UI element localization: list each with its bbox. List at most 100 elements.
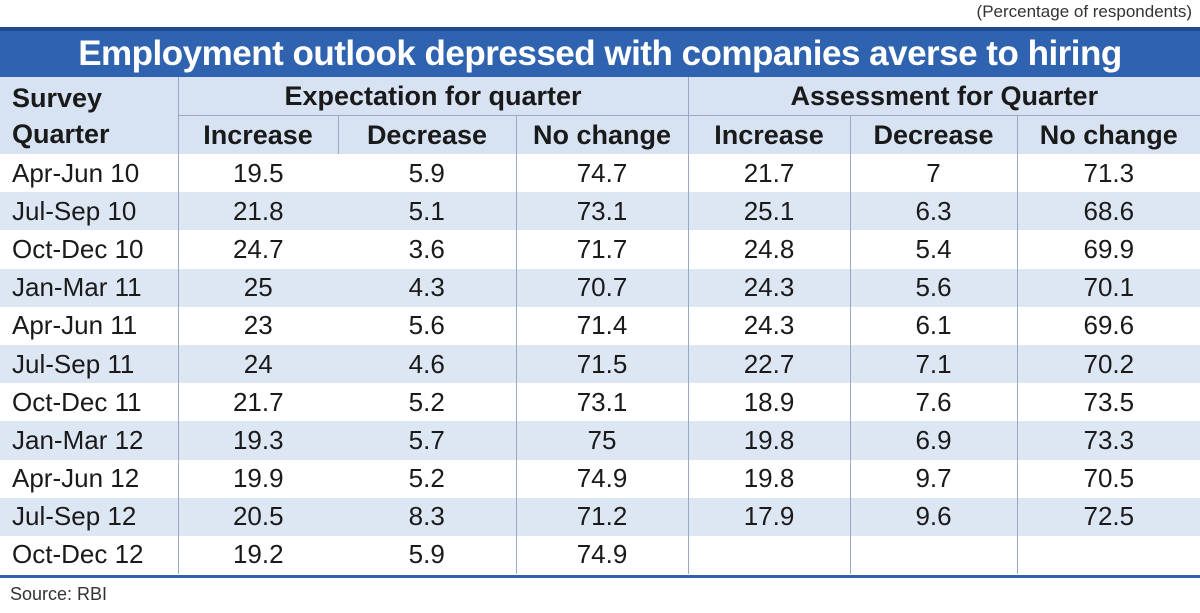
cell-exp-increase: 23 bbox=[178, 306, 338, 345]
cell-ass-increase: 19.8 bbox=[688, 459, 851, 498]
cell-ass-increase: 25.1 bbox=[688, 192, 851, 231]
cell-exp-decrease: 4.6 bbox=[338, 344, 517, 384]
cell-exp-increase: 19.3 bbox=[178, 421, 338, 460]
row-header-line-2: Quarter bbox=[12, 118, 110, 149]
cell-ass-decrease bbox=[849, 535, 1018, 575]
table-title: Employment outlook depressed with compan… bbox=[0, 27, 1200, 77]
cell-ass-decrease: 5.6 bbox=[849, 268, 1018, 307]
bottom-rule bbox=[0, 575, 1200, 578]
cell-ass-decrease: 7 bbox=[849, 154, 1018, 193]
cell-ass-increase: 24.3 bbox=[688, 268, 851, 307]
cell-exp-increase: 21.8 bbox=[178, 192, 338, 231]
cell-exp-increase: 20.5 bbox=[178, 497, 338, 536]
column-header-exp-increase: Increase bbox=[178, 115, 338, 154]
cell-quarter: Jul-Sep 11 bbox=[0, 344, 179, 384]
cell-exp-decrease: 5.6 bbox=[338, 306, 517, 345]
group-header-assessment: Assessment for Quarter bbox=[688, 77, 1200, 116]
cell-exp-increase: 19.2 bbox=[178, 535, 338, 575]
cell-exp-decrease: 5.9 bbox=[338, 154, 517, 193]
cell-quarter: Jul-Sep 12 bbox=[0, 497, 179, 536]
cell-ass-increase: 22.7 bbox=[688, 344, 851, 384]
cell-exp-decrease: 4.3 bbox=[338, 268, 517, 307]
unit-note: (Percentage of respondents) bbox=[976, 2, 1192, 21]
cell-exp-decrease: 5.2 bbox=[338, 459, 517, 498]
column-header-exp-no-change: No change bbox=[516, 115, 689, 154]
cell-ass-decrease: 6.1 bbox=[849, 306, 1018, 345]
cell-ass-decrease: 9.7 bbox=[849, 459, 1018, 498]
cell-quarter: Apr-Jun 12 bbox=[0, 459, 179, 498]
cell-exp-no-change: 71.2 bbox=[516, 497, 689, 536]
cell-ass-no-change: 71.3 bbox=[1017, 154, 1200, 193]
cell-exp-no-change: 75 bbox=[516, 421, 689, 460]
table-body: Apr-Jun 10 19.5 5.9 74.7 21.7 7 71.3 Jul-Sep 10… bbox=[0, 154, 1200, 575]
table-row: Oct-Dec 11 21.7 5.2 73.1 18.9 7.6 73.5 bbox=[0, 383, 1200, 422]
cell-exp-no-change: 73.1 bbox=[516, 383, 689, 422]
table-row: Jan-Mar 11 25 4.3 70.7 24.3 5.6 70.1 bbox=[0, 268, 1200, 307]
table-row: Jul-Sep 12 20.5 8.3 71.2 17.9 9.6 72.5 bbox=[0, 497, 1200, 536]
cell-quarter: Oct-Dec 11 bbox=[0, 383, 179, 422]
cell-ass-increase bbox=[688, 535, 851, 575]
employment-outlook-table: Survey Quarter Expectation for quarter A… bbox=[0, 77, 1200, 575]
row-header-line-1: Survey bbox=[12, 82, 103, 113]
cell-ass-decrease: 7.1 bbox=[849, 344, 1018, 384]
table-row: Apr-Jun 11 23 5.6 71.4 24.3 6.1 69.6 bbox=[0, 306, 1200, 345]
cell-ass-no-change: 68.6 bbox=[1017, 192, 1200, 231]
cell-ass-increase: 21.7 bbox=[688, 154, 851, 193]
cell-exp-decrease: 5.9 bbox=[338, 535, 517, 575]
cell-ass-no-change: 70.2 bbox=[1017, 344, 1200, 384]
cell-quarter: Oct-Dec 12 bbox=[0, 535, 179, 575]
cell-ass-no-change: 73.3 bbox=[1017, 421, 1200, 460]
cell-exp-increase: 24 bbox=[178, 344, 338, 384]
row-header: Survey Quarter bbox=[0, 77, 179, 154]
cell-exp-decrease: 3.6 bbox=[338, 230, 517, 269]
table-row: Oct-Dec 10 24.7 3.6 71.7 24.8 5.4 69.9 bbox=[0, 230, 1200, 269]
cell-ass-no-change: 69.9 bbox=[1017, 230, 1200, 269]
cell-ass-decrease: 6.9 bbox=[849, 421, 1018, 460]
column-header-ass-increase: Increase bbox=[688, 115, 851, 154]
cell-exp-increase: 24.7 bbox=[178, 230, 338, 269]
cell-ass-no-change: 72.5 bbox=[1017, 497, 1200, 536]
table-row: Jul-Sep 10 21.8 5.1 73.1 25.1 6.3 68.6 bbox=[0, 192, 1200, 231]
cell-ass-increase: 19.8 bbox=[688, 421, 851, 460]
cell-ass-no-change: 73.5 bbox=[1017, 383, 1200, 422]
column-header-exp-decrease: Decrease bbox=[337, 115, 517, 154]
cell-exp-no-change: 74.9 bbox=[516, 535, 689, 575]
table-row: Oct-Dec 12 19.2 5.9 74.9 bbox=[0, 535, 1200, 575]
cell-ass-increase: 17.9 bbox=[688, 497, 851, 536]
cell-exp-decrease: 5.2 bbox=[338, 383, 517, 422]
cell-exp-increase: 19.5 bbox=[178, 154, 338, 193]
cell-ass-increase: 24.3 bbox=[688, 306, 851, 345]
cell-exp-decrease: 5.1 bbox=[338, 192, 517, 231]
cell-quarter: Jul-Sep 10 bbox=[0, 192, 179, 231]
cell-quarter: Jan-Mar 11 bbox=[0, 268, 179, 307]
cell-ass-increase: 24.8 bbox=[688, 230, 851, 269]
cell-exp-no-change: 71.5 bbox=[516, 344, 689, 384]
cell-exp-decrease: 8.3 bbox=[338, 497, 517, 536]
cell-exp-no-change: 74.9 bbox=[516, 459, 689, 498]
cell-exp-decrease: 5.7 bbox=[338, 421, 517, 460]
cell-exp-no-change: 71.4 bbox=[516, 306, 689, 345]
cell-ass-no-change bbox=[1017, 535, 1200, 575]
cell-ass-increase: 18.9 bbox=[688, 383, 851, 422]
cell-exp-increase: 21.7 bbox=[178, 383, 338, 422]
source-note: Source: RBI bbox=[10, 584, 108, 604]
group-header-expectation: Expectation for quarter bbox=[178, 77, 689, 116]
table-row: Apr-Jun 12 19.9 5.2 74.9 19.8 9.7 70.5 bbox=[0, 459, 1200, 498]
cell-ass-no-change: 70.1 bbox=[1017, 268, 1200, 307]
cell-ass-decrease: 7.6 bbox=[849, 383, 1018, 422]
cell-exp-increase: 19.9 bbox=[178, 459, 338, 498]
cell-ass-decrease: 5.4 bbox=[849, 230, 1018, 269]
cell-exp-no-change: 73.1 bbox=[516, 192, 689, 231]
column-header-ass-decrease: Decrease bbox=[849, 115, 1018, 154]
cell-ass-no-change: 69.6 bbox=[1017, 306, 1200, 345]
cell-quarter: Jan-Mar 12 bbox=[0, 421, 179, 460]
cell-quarter: Oct-Dec 10 bbox=[0, 230, 179, 269]
cell-ass-decrease: 6.3 bbox=[849, 192, 1018, 231]
table-row: Jul-Sep 11 24 4.6 71.5 22.7 7.1 70.2 bbox=[0, 344, 1200, 384]
cell-quarter: Apr-Jun 11 bbox=[0, 306, 179, 345]
cell-ass-decrease: 9.6 bbox=[849, 497, 1018, 536]
table-row: Apr-Jun 10 19.5 5.9 74.7 21.7 7 71.3 bbox=[0, 154, 1200, 193]
cell-quarter: Apr-Jun 10 bbox=[0, 154, 179, 193]
cell-exp-no-change: 70.7 bbox=[516, 268, 689, 307]
cell-exp-increase: 25 bbox=[178, 268, 338, 307]
